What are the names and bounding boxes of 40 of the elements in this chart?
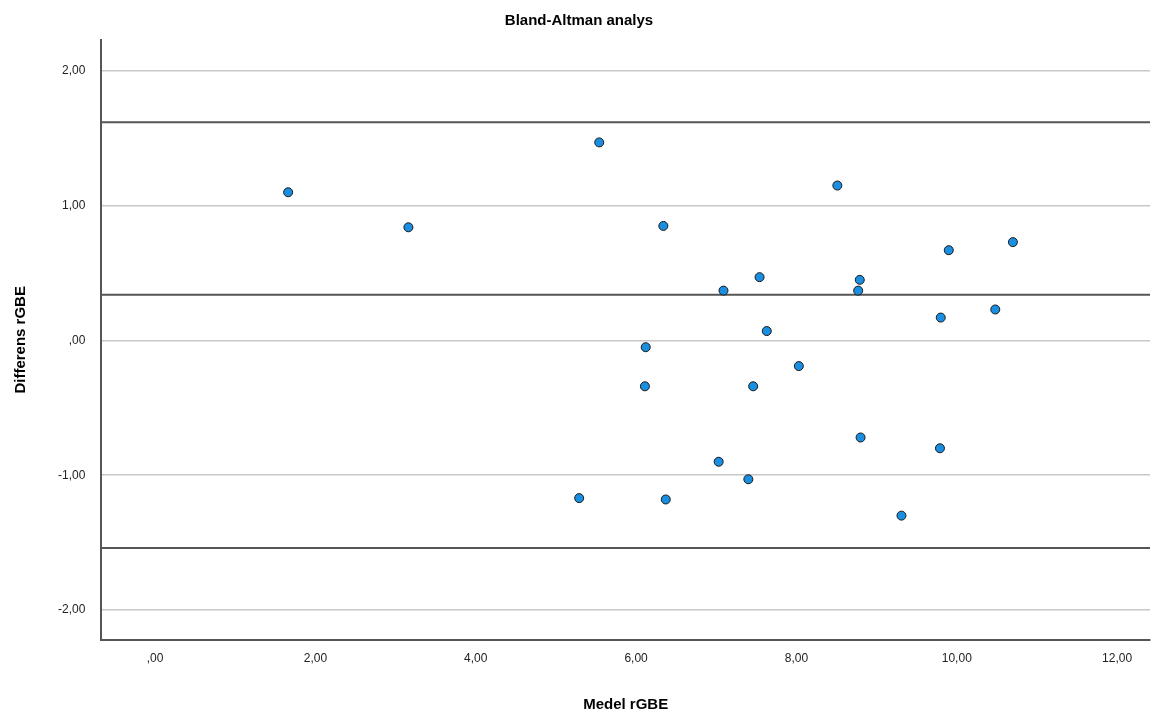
x-tick-label: 6,00 bbox=[624, 651, 649, 666]
point bbox=[990, 304, 1001, 315]
x-tick-label: 2,00 bbox=[303, 651, 328, 666]
point bbox=[855, 432, 866, 443]
y-axis-title: Differens rGBE bbox=[11, 286, 29, 394]
x-tick-label: 12,00 bbox=[1102, 651, 1133, 666]
y-tick-label: 1,00 bbox=[61, 198, 86, 213]
y-tick-label: -2,00 bbox=[57, 602, 86, 617]
x-tick-label: 4,00 bbox=[464, 651, 488, 666]
y-tick-label: ,00 bbox=[68, 332, 86, 347]
point bbox=[854, 274, 865, 285]
point bbox=[748, 381, 759, 392]
point bbox=[713, 456, 724, 467]
x-tick-label: 8,00 bbox=[784, 651, 809, 666]
point bbox=[761, 326, 772, 337]
point bbox=[403, 222, 414, 233]
point bbox=[943, 245, 954, 256]
point bbox=[832, 180, 843, 191]
point bbox=[718, 285, 729, 296]
point bbox=[658, 220, 669, 231]
point bbox=[283, 187, 294, 198]
y-tick-label: 2,00 bbox=[61, 63, 86, 78]
point bbox=[639, 381, 650, 392]
point bbox=[640, 342, 651, 353]
point bbox=[594, 137, 605, 148]
point bbox=[935, 312, 946, 323]
point bbox=[743, 474, 754, 485]
point bbox=[660, 494, 671, 505]
point bbox=[1007, 237, 1018, 248]
x-tick-label: 10,00 bbox=[941, 651, 973, 666]
x-tick-label: ,00 bbox=[146, 651, 164, 666]
x-axis-title: Medel rGBE bbox=[583, 695, 669, 713]
chart-title: Bland-Altman analys bbox=[504, 11, 654, 29]
point bbox=[754, 272, 765, 283]
y-tick-label: -1,00 bbox=[57, 467, 86, 482]
point bbox=[793, 361, 804, 372]
point bbox=[853, 285, 864, 296]
point bbox=[896, 510, 907, 521]
point bbox=[574, 493, 585, 504]
point bbox=[934, 443, 945, 454]
